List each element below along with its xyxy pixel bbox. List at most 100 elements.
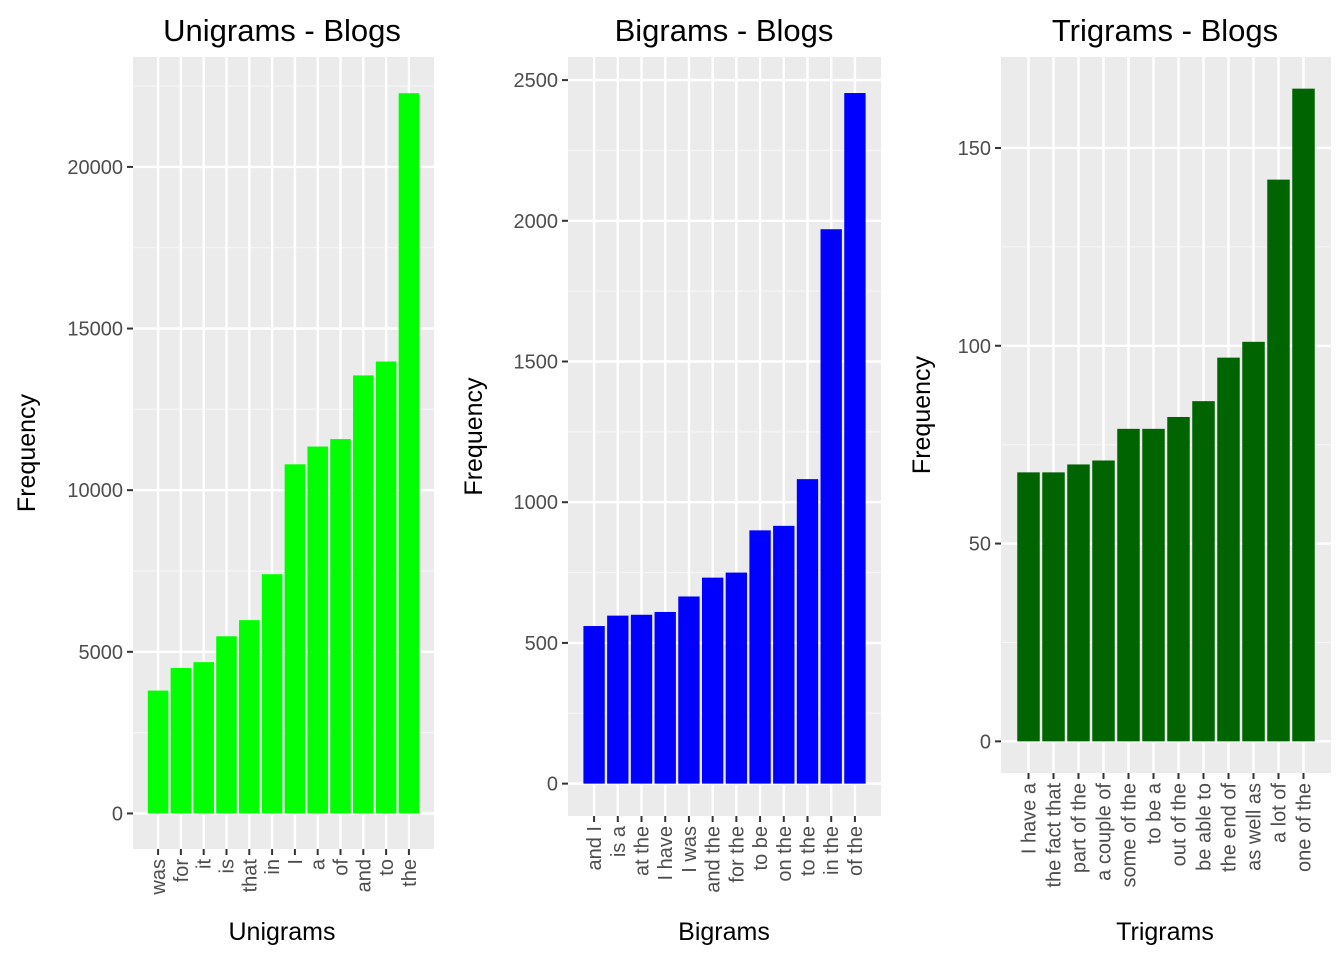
bar-a-couple-of — [1092, 460, 1115, 742]
chart-title: Unigrams - Blogs — [163, 13, 401, 48]
x-tick-label: on the — [774, 826, 796, 882]
bar-part-of-the — [1067, 464, 1090, 742]
x-tick-label: to be — [750, 826, 772, 870]
x-tick-label: one of the — [1294, 783, 1316, 872]
bar-for-the — [725, 572, 748, 784]
y-tick-label: 1500 — [514, 352, 559, 374]
bar-i-have — [654, 611, 676, 784]
x-tick-label: part of the — [1069, 783, 1091, 873]
bar-on-the — [773, 525, 795, 784]
bar-the-fact-that — [1042, 472, 1065, 742]
x-tick-label: some of the — [1119, 783, 1141, 888]
y-tick-label: 0 — [980, 731, 991, 753]
y-tick-label: 10000 — [67, 480, 123, 502]
bar-a — [307, 446, 328, 814]
bar-i — [284, 464, 306, 814]
x-tick-label: a couple of — [1094, 783, 1116, 881]
bar-to-be — [749, 530, 771, 784]
y-tick-label: 1000 — [514, 492, 559, 514]
x-tick-label: to be a — [1144, 782, 1166, 844]
y-tick-label: 500 — [525, 633, 558, 655]
bar-of — [330, 439, 351, 814]
x-tick-label: to the — [797, 826, 819, 876]
bar-at-the — [630, 614, 653, 784]
bar-some-of-the — [1117, 428, 1140, 742]
bar-is-a — [607, 615, 629, 784]
chart-title: Bigrams - Blogs — [615, 13, 834, 48]
bar-a-lot-of — [1267, 179, 1290, 742]
bar-to-be-a — [1142, 428, 1165, 742]
x-axis-title: Trigrams — [1116, 918, 1214, 946]
bar-and — [353, 375, 374, 814]
y-tick-label: 2500 — [514, 70, 559, 92]
bar-for — [170, 667, 192, 814]
y-tick-label: 2000 — [514, 211, 559, 233]
chart-panel-3: 0 50 100 150 I have a the fact that part of th… — [908, 13, 1331, 946]
x-tick-label: as well as — [1244, 783, 1266, 871]
y-tick-label: 5000 — [79, 642, 124, 664]
x-tick-label: I have a — [1019, 782, 1041, 854]
bar-out-of-the — [1167, 416, 1190, 742]
x-tick-label: the end of — [1219, 783, 1241, 872]
x-tick-label: is — [216, 859, 238, 873]
bar-be-able-to — [1192, 401, 1215, 742]
x-tick-label: a lot of — [1269, 783, 1291, 843]
x-tick-label: out of the — [1169, 783, 1191, 866]
x-tick-label: at the — [632, 826, 654, 876]
bar-and-i — [583, 626, 605, 784]
x-tick-label: be able to — [1194, 783, 1216, 871]
y-axis-title: Frequency — [908, 355, 936, 474]
x-tick-label: and — [353, 859, 375, 892]
x-tick-label: in — [262, 859, 284, 875]
x-axis-title: Bigrams — [678, 918, 770, 946]
bar-i-was — [678, 596, 700, 784]
x-tick-label: I have — [655, 826, 677, 880]
y-tick-label: 20000 — [67, 157, 123, 179]
y-tick-label: 0 — [112, 803, 123, 825]
bar-one-of-the — [1292, 88, 1315, 742]
y-tick-label: 0 — [547, 774, 558, 796]
chart-title: Trigrams - Blogs — [1052, 13, 1278, 48]
y-tick-label: 50 — [969, 534, 991, 556]
x-tick-label: in the — [821, 826, 843, 875]
y-axis-title: Frequency — [13, 393, 41, 512]
x-tick-label: for — [171, 859, 193, 883]
bar-in — [261, 574, 283, 814]
bar-to — [375, 361, 397, 814]
x-tick-label: and the — [703, 826, 725, 893]
bar-the — [398, 93, 420, 814]
bar-and-the — [701, 577, 724, 784]
x-axis-title: Unigrams — [229, 918, 336, 946]
x-tick-label: the fact that — [1044, 783, 1066, 888]
x-tick-label: and I — [584, 826, 606, 870]
bar-as-well-as — [1242, 341, 1265, 742]
x-tick-label: of the — [845, 826, 867, 876]
y-tick-label: 15000 — [67, 319, 123, 341]
y-tick-label: 150 — [958, 138, 991, 160]
bar-that — [239, 620, 260, 814]
x-tick-label: to — [376, 859, 398, 876]
bar-it — [193, 662, 214, 814]
x-tick-label: it — [194, 859, 216, 869]
y-axis-title: Frequency — [460, 377, 488, 496]
bar-in-the — [820, 229, 842, 784]
x-tick-label: is a — [608, 825, 630, 857]
y-tick-label: 100 — [958, 336, 991, 358]
x-tick-label: a — [308, 858, 330, 870]
x-tick-label: was — [148, 859, 170, 896]
x-tick-label: for the — [726, 826, 748, 883]
bar-to-the — [796, 479, 819, 784]
bar-was — [147, 690, 169, 814]
bar-is — [216, 636, 237, 814]
bar-the-end-of — [1217, 357, 1240, 742]
bar-i-have-a — [1017, 472, 1040, 742]
x-tick-label: I was — [679, 826, 701, 873]
x-tick-label: the — [399, 859, 421, 887]
x-tick-label: I — [285, 859, 307, 865]
x-tick-label: of — [331, 859, 353, 876]
x-tick-label: that — [239, 859, 261, 893]
